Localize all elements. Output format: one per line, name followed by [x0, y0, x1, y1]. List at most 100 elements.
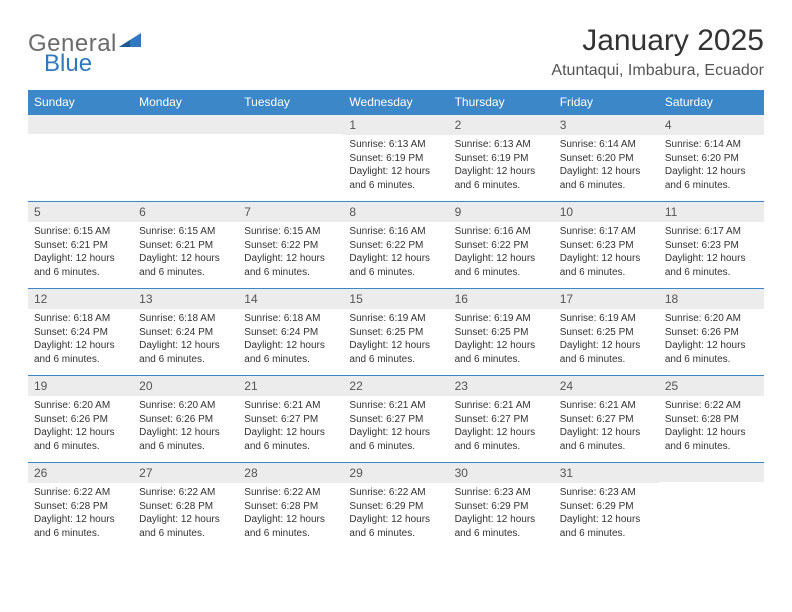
day-info: Sunrise: 6:15 AMSunset: 6:21 PMDaylight:… — [133, 222, 238, 283]
weekday-header-row: SundayMondayTuesdayWednesdayThursdayFrid… — [28, 90, 764, 114]
sunset-line: Sunset: 6:21 PM — [34, 239, 127, 253]
sunrise-line: Sunrise: 6:20 AM — [665, 312, 758, 326]
daylight-line: Daylight: 12 hours and 6 minutes. — [665, 252, 758, 279]
day-info: Sunrise: 6:13 AMSunset: 6:19 PMDaylight:… — [449, 135, 554, 196]
sunrise-line: Sunrise: 6:17 AM — [560, 225, 653, 239]
day-number — [238, 115, 343, 134]
daylight-line: Daylight: 12 hours and 6 minutes. — [560, 252, 653, 279]
daylight-line: Daylight: 12 hours and 6 minutes. — [139, 513, 232, 540]
daylight-line: Daylight: 12 hours and 6 minutes. — [455, 339, 548, 366]
daylight-line: Daylight: 12 hours and 6 minutes. — [34, 339, 127, 366]
week-row: 19Sunrise: 6:20 AMSunset: 6:26 PMDayligh… — [28, 375, 764, 462]
sunrise-line: Sunrise: 6:21 AM — [560, 399, 653, 413]
day-number: 8 — [343, 202, 448, 222]
day-info: Sunrise: 6:21 AMSunset: 6:27 PMDaylight:… — [343, 396, 448, 457]
sunrise-line: Sunrise: 6:20 AM — [34, 399, 127, 413]
sunrise-line: Sunrise: 6:21 AM — [349, 399, 442, 413]
sunset-line: Sunset: 6:28 PM — [244, 500, 337, 514]
sunrise-line: Sunrise: 6:23 AM — [455, 486, 548, 500]
sunset-line: Sunset: 6:27 PM — [560, 413, 653, 427]
week-row: 5Sunrise: 6:15 AMSunset: 6:21 PMDaylight… — [28, 201, 764, 288]
sunrise-line: Sunrise: 6:19 AM — [560, 312, 653, 326]
day-number: 3 — [554, 115, 659, 135]
week-row: 26Sunrise: 6:22 AMSunset: 6:28 PMDayligh… — [28, 462, 764, 549]
daylight-line: Daylight: 12 hours and 6 minutes. — [665, 339, 758, 366]
day-cell: 23Sunrise: 6:21 AMSunset: 6:27 PMDayligh… — [449, 376, 554, 462]
day-number — [28, 115, 133, 134]
day-number: 23 — [449, 376, 554, 396]
sunrise-line: Sunrise: 6:19 AM — [455, 312, 548, 326]
daylight-line: Daylight: 12 hours and 6 minutes. — [665, 165, 758, 192]
sunset-line: Sunset: 6:19 PM — [349, 152, 442, 166]
weekday-header: Thursday — [449, 90, 554, 114]
day-cell: 25Sunrise: 6:22 AMSunset: 6:28 PMDayligh… — [659, 376, 764, 462]
sunset-line: Sunset: 6:27 PM — [455, 413, 548, 427]
day-info: Sunrise: 6:17 AMSunset: 6:23 PMDaylight:… — [659, 222, 764, 283]
day-cell: 6Sunrise: 6:15 AMSunset: 6:21 PMDaylight… — [133, 202, 238, 288]
day-info: Sunrise: 6:20 AMSunset: 6:26 PMDaylight:… — [133, 396, 238, 457]
day-cell: 14Sunrise: 6:18 AMSunset: 6:24 PMDayligh… — [238, 289, 343, 375]
weekday-header: Sunday — [28, 90, 133, 114]
day-info: Sunrise: 6:22 AMSunset: 6:29 PMDaylight:… — [343, 483, 448, 544]
day-info: Sunrise: 6:22 AMSunset: 6:28 PMDaylight:… — [28, 483, 133, 544]
sunrise-line: Sunrise: 6:21 AM — [455, 399, 548, 413]
daylight-line: Daylight: 12 hours and 6 minutes. — [560, 513, 653, 540]
day-number: 1 — [343, 115, 448, 135]
day-cell: 17Sunrise: 6:19 AMSunset: 6:25 PMDayligh… — [554, 289, 659, 375]
daylight-line: Daylight: 12 hours and 6 minutes. — [34, 513, 127, 540]
weekday-header: Saturday — [659, 90, 764, 114]
brand-text-2: Blue — [44, 50, 92, 77]
sunset-line: Sunset: 6:29 PM — [560, 500, 653, 514]
brand-flag-icon — [119, 33, 141, 56]
sunset-line: Sunset: 6:22 PM — [349, 239, 442, 253]
daylight-line: Daylight: 12 hours and 6 minutes. — [244, 252, 337, 279]
day-cell: 12Sunrise: 6:18 AMSunset: 6:24 PMDayligh… — [28, 289, 133, 375]
sunrise-line: Sunrise: 6:23 AM — [560, 486, 653, 500]
daylight-line: Daylight: 12 hours and 6 minutes. — [455, 513, 548, 540]
daylight-line: Daylight: 12 hours and 6 minutes. — [244, 339, 337, 366]
title-block: January 2025 Atuntaqui, Imbabura, Ecuado… — [551, 24, 764, 80]
day-number: 11 — [659, 202, 764, 222]
empty-cell — [238, 115, 343, 201]
day-info: Sunrise: 6:21 AMSunset: 6:27 PMDaylight:… — [554, 396, 659, 457]
day-cell: 19Sunrise: 6:20 AMSunset: 6:26 PMDayligh… — [28, 376, 133, 462]
day-info: Sunrise: 6:13 AMSunset: 6:19 PMDaylight:… — [343, 135, 448, 196]
sunrise-line: Sunrise: 6:15 AM — [244, 225, 337, 239]
daylight-line: Daylight: 12 hours and 6 minutes. — [349, 339, 442, 366]
day-info: Sunrise: 6:21 AMSunset: 6:27 PMDaylight:… — [238, 396, 343, 457]
sunset-line: Sunset: 6:29 PM — [455, 500, 548, 514]
day-info: Sunrise: 6:19 AMSunset: 6:25 PMDaylight:… — [554, 309, 659, 370]
day-info: Sunrise: 6:23 AMSunset: 6:29 PMDaylight:… — [449, 483, 554, 544]
day-number: 4 — [659, 115, 764, 135]
sunrise-line: Sunrise: 6:15 AM — [34, 225, 127, 239]
day-info: Sunrise: 6:15 AMSunset: 6:21 PMDaylight:… — [28, 222, 133, 283]
day-cell: 15Sunrise: 6:19 AMSunset: 6:25 PMDayligh… — [343, 289, 448, 375]
sunrise-line: Sunrise: 6:21 AM — [244, 399, 337, 413]
daylight-line: Daylight: 12 hours and 6 minutes. — [244, 426, 337, 453]
day-cell: 1Sunrise: 6:13 AMSunset: 6:19 PMDaylight… — [343, 115, 448, 201]
sunset-line: Sunset: 6:19 PM — [455, 152, 548, 166]
day-number: 19 — [28, 376, 133, 396]
sunrise-line: Sunrise: 6:22 AM — [349, 486, 442, 500]
day-cell: 4Sunrise: 6:14 AMSunset: 6:20 PMDaylight… — [659, 115, 764, 201]
day-cell: 8Sunrise: 6:16 AMSunset: 6:22 PMDaylight… — [343, 202, 448, 288]
day-cell: 2Sunrise: 6:13 AMSunset: 6:19 PMDaylight… — [449, 115, 554, 201]
day-cell: 13Sunrise: 6:18 AMSunset: 6:24 PMDayligh… — [133, 289, 238, 375]
day-cell: 30Sunrise: 6:23 AMSunset: 6:29 PMDayligh… — [449, 463, 554, 549]
day-info: Sunrise: 6:19 AMSunset: 6:25 PMDaylight:… — [449, 309, 554, 370]
calendar-grid: SundayMondayTuesdayWednesdayThursdayFrid… — [28, 90, 764, 549]
sunrise-line: Sunrise: 6:18 AM — [34, 312, 127, 326]
sunrise-line: Sunrise: 6:16 AM — [455, 225, 548, 239]
day-number: 17 — [554, 289, 659, 309]
day-number: 9 — [449, 202, 554, 222]
day-cell: 16Sunrise: 6:19 AMSunset: 6:25 PMDayligh… — [449, 289, 554, 375]
day-number: 28 — [238, 463, 343, 483]
sunset-line: Sunset: 6:20 PM — [560, 152, 653, 166]
sunrise-line: Sunrise: 6:18 AM — [139, 312, 232, 326]
day-cell: 20Sunrise: 6:20 AMSunset: 6:26 PMDayligh… — [133, 376, 238, 462]
sunset-line: Sunset: 6:24 PM — [34, 326, 127, 340]
sunset-line: Sunset: 6:25 PM — [560, 326, 653, 340]
day-cell: 29Sunrise: 6:22 AMSunset: 6:29 PMDayligh… — [343, 463, 448, 549]
empty-cell — [28, 115, 133, 201]
day-info: Sunrise: 6:18 AMSunset: 6:24 PMDaylight:… — [133, 309, 238, 370]
